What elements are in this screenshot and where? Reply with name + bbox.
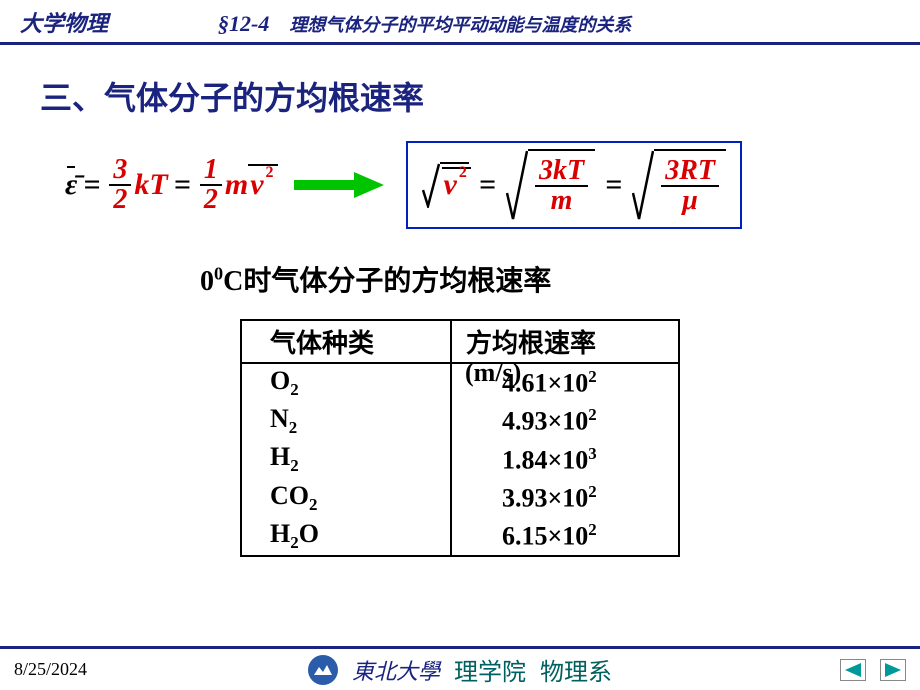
prev-button[interactable] <box>840 659 866 681</box>
section-title: 三、气体分子的方均根速率 <box>40 73 880 119</box>
table-header-gas: 气体种类 <box>241 320 451 363</box>
header-title: 理想气体分子的平均平动动能与温度的关系 <box>289 11 631 37</box>
speed-cell: 4.93×102 <box>451 402 679 440</box>
table-row: H2O6.15×102 <box>241 517 679 556</box>
equation-row: ε̄ = 3 2 kT = 1 2 m v 2 <box>65 141 880 229</box>
footer-center: 東北大學 理学院 物理系 <box>308 652 612 687</box>
content: 三、气体分子的方均根速率 ε̄ = 3 2 kT = 1 2 m <box>0 45 920 557</box>
university-logo-icon <box>308 655 338 685</box>
header-course: 大学物理 <box>20 6 108 38</box>
footer: 8/25/2024 東北大學 理学院 物理系 <box>0 646 920 690</box>
table-row: N24.93×102 <box>241 402 679 440</box>
footer-date: 8/25/2024 <box>14 659 87 680</box>
next-button[interactable] <box>880 659 906 681</box>
department-name: 物理系 <box>540 652 612 687</box>
table-row: O24.61×102 <box>241 363 679 402</box>
rms-velocity-equation: v 2 = 3kT m = <box>406 141 742 229</box>
gas-cell: H2 <box>241 440 451 478</box>
header: 大学物理 §12-4 理想气体分子的平均平动动能与温度的关系 <box>0 0 920 45</box>
college-name: 理学院 <box>454 652 526 687</box>
arrow-icon <box>294 172 384 198</box>
speed-cell: 6.15×102 <box>451 517 679 556</box>
gas-cell: O2 <box>241 363 451 402</box>
kinetic-energy-equation: ε̄ = 3 2 kT = 1 2 m v 2 <box>65 156 272 214</box>
header-section: §12-4 <box>218 11 269 37</box>
gas-cell: H2O <box>241 517 451 556</box>
table-header-speed: 方均根速率 <box>451 320 679 363</box>
speed-cell: 1.84×103 <box>451 440 679 478</box>
gas-cell: CO2 <box>241 479 451 517</box>
university-name: 東北大學 <box>352 654 440 686</box>
speed-cell: 3.93×102 <box>451 479 679 517</box>
table-caption: 00C时气体分子的方均根速率 <box>200 259 880 299</box>
triangle-left-icon <box>845 663 861 677</box>
nav-controls <box>840 659 906 681</box>
gas-cell: N2 <box>241 402 451 440</box>
rms-speed-table: 气体种类 方均根速率 O24.61×102N24.93×102H21.84×10… <box>240 319 680 557</box>
triangle-right-icon <box>885 663 901 677</box>
table-row: H21.84×103 <box>241 440 679 478</box>
table-row: CO23.93×102 <box>241 479 679 517</box>
table-unit: (m/s) <box>465 358 521 388</box>
